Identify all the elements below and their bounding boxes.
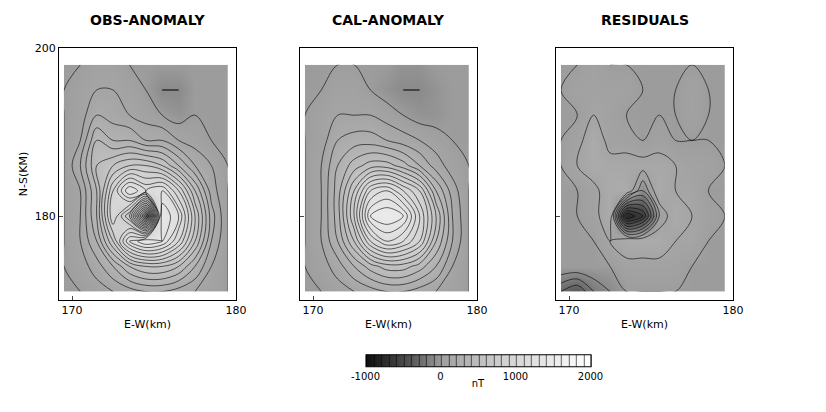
svg-text:180: 180 (226, 304, 247, 317)
svg-text:200: 200 (35, 42, 56, 55)
svg-text:-1000: -1000 (351, 371, 380, 382)
svg-text:170: 170 (62, 304, 83, 317)
svg-text:CAL-ANOMALY: CAL-ANOMALY (332, 12, 445, 28)
svg-text:RESIDUALS: RESIDUALS (601, 12, 689, 28)
svg-text:1000: 1000 (503, 371, 528, 382)
svg-text:N-S(KM): N-S(KM) (17, 152, 30, 196)
svg-text:nT: nT (472, 378, 485, 389)
svg-text:E-W(km): E-W(km) (365, 318, 412, 331)
svg-text:180: 180 (35, 210, 56, 223)
svg-text:180: 180 (723, 304, 744, 317)
svg-text:E-W(km): E-W(km) (124, 318, 171, 331)
svg-text:170: 170 (559, 304, 580, 317)
svg-text:180: 180 (467, 304, 488, 317)
svg-text:OBS-ANOMALY: OBS-ANOMALY (90, 12, 205, 28)
svg-text:2000: 2000 (578, 371, 603, 382)
svg-text:170: 170 (303, 304, 324, 317)
svg-text:0: 0 (437, 371, 443, 382)
svg-text:E-W(km): E-W(km) (621, 318, 668, 331)
